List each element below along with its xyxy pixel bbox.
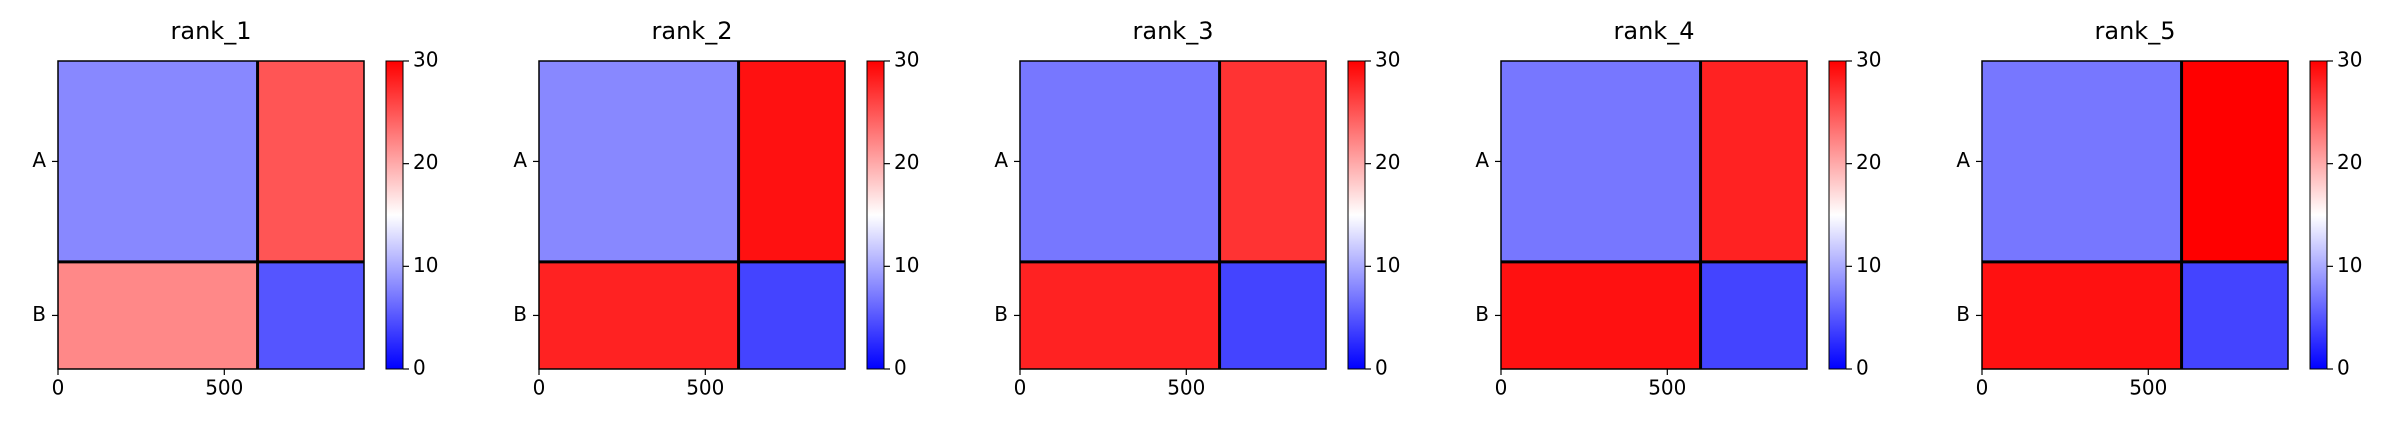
- x-tick-label: 0: [1014, 376, 1027, 400]
- colorbar-tick-label: 0: [1856, 356, 1869, 380]
- y-tick-label: A: [1475, 148, 1489, 172]
- y-tick-label: B: [1956, 302, 1970, 326]
- colorbar-tick-label: 20: [1375, 150, 1400, 174]
- x-tick-label: 0: [52, 376, 65, 400]
- colorbar-tick-label: 30: [1856, 48, 1881, 72]
- axes-frame: [1500, 60, 1808, 370]
- heatmap-cell: [738, 61, 845, 262]
- heatmap-cell: [2181, 61, 2288, 262]
- colorbar-tick-label: 30: [1375, 48, 1400, 72]
- colorbar-tick-label: 20: [894, 150, 919, 174]
- colorbar-tick-label: 0: [2337, 356, 2350, 380]
- heatmap-cell: [738, 261, 845, 369]
- colorbar-tick-label: 0: [1375, 356, 1388, 380]
- heatmap-cell: [1982, 61, 2182, 262]
- colorbar-tick-label: 10: [1375, 253, 1400, 277]
- heatmap-cell: [1020, 261, 1220, 369]
- heatmap-cell: [1700, 261, 1807, 369]
- colorbar: [385, 60, 404, 370]
- x-tick-label: 500: [1648, 376, 1686, 400]
- y-tick-label: B: [994, 302, 1008, 326]
- heatmap-cell: [257, 61, 364, 262]
- colorbar-tick-label: 10: [894, 253, 919, 277]
- heatmap-cell: [58, 261, 258, 369]
- y-tick-label: A: [1956, 148, 1970, 172]
- heatmap-cell: [1219, 261, 1326, 369]
- axes-frame: [1981, 60, 2289, 370]
- colorbar-tick-label: 20: [2337, 150, 2362, 174]
- colorbar: [1347, 60, 1366, 370]
- colorbar-tick-label: 10: [413, 253, 438, 277]
- axes-frame: [538, 60, 846, 370]
- panel-title: rank_5: [2095, 17, 2176, 45]
- heatmap-cell: [2181, 261, 2288, 369]
- y-tick-label: A: [994, 148, 1008, 172]
- y-tick-label: B: [513, 302, 527, 326]
- x-tick-label: 0: [1976, 376, 1989, 400]
- panel-title: rank_3: [1133, 17, 1214, 45]
- y-tick-label: A: [513, 148, 527, 172]
- axes-frame: [1019, 60, 1327, 370]
- colorbar-tick-label: 0: [413, 356, 426, 380]
- heatmap-cell: [1501, 61, 1701, 262]
- panel-title: rank_4: [1614, 17, 1695, 45]
- colorbar-tick-label: 30: [2337, 48, 2362, 72]
- y-tick-label: A: [32, 148, 46, 172]
- colorbar: [2309, 60, 2328, 370]
- panel-title: rank_2: [652, 17, 733, 45]
- colorbar-tick-label: 20: [1856, 150, 1881, 174]
- x-tick-label: 0: [533, 376, 546, 400]
- colorbar-tick-label: 10: [1856, 253, 1881, 277]
- x-tick-label: 500: [2129, 376, 2167, 400]
- heatmap-cell: [1219, 61, 1326, 262]
- colorbar-tick-label: 30: [894, 48, 919, 72]
- heatmap-cell: [1501, 261, 1701, 369]
- x-tick-label: 500: [1167, 376, 1205, 400]
- colorbar-tick-label: 10: [2337, 253, 2362, 277]
- colorbar-tick-label: 0: [894, 356, 907, 380]
- x-tick-label: 0: [1495, 376, 1508, 400]
- axes-frame: [57, 60, 365, 370]
- y-tick-label: B: [1475, 302, 1489, 326]
- heatmap-cell: [1700, 61, 1807, 262]
- x-tick-label: 500: [686, 376, 724, 400]
- heatmap-cell: [1982, 261, 2182, 369]
- y-tick-label: B: [32, 302, 46, 326]
- heatmap-cell: [257, 261, 364, 369]
- heatmap-cell: [1020, 61, 1220, 262]
- colorbar-tick-label: 20: [413, 150, 438, 174]
- heatmap-cell: [539, 261, 739, 369]
- heatmap-cell: [58, 61, 258, 262]
- colorbar-tick-label: 30: [413, 48, 438, 72]
- colorbar: [1828, 60, 1847, 370]
- colorbar: [866, 60, 885, 370]
- heatmap-cell: [539, 61, 739, 262]
- x-tick-label: 500: [205, 376, 243, 400]
- panel-title: rank_1: [171, 17, 252, 45]
